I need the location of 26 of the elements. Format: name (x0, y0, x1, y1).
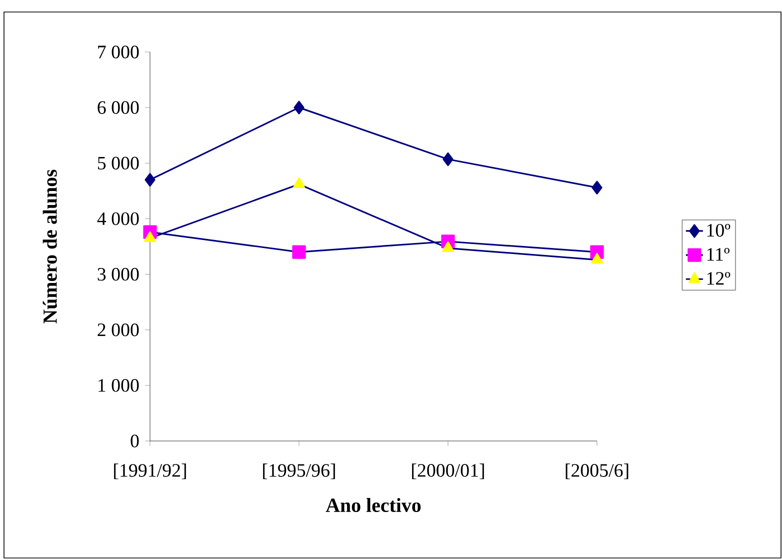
x-axis-title: Ano lectivo (326, 498, 421, 512)
x-tick-label: [1995/96] (263, 464, 335, 480)
point (292, 245, 306, 259)
legend-label: 12º (707, 272, 730, 285)
point (144, 231, 156, 242)
y-tick-label: 7 000 (98, 46, 139, 58)
point (592, 180, 602, 194)
y-tick-label: 5 000 (98, 156, 139, 170)
y-tick-label: 1 000 (98, 379, 139, 392)
point (294, 100, 304, 114)
y-tick-label: 3 000 (98, 268, 139, 281)
legend-label: 11º (707, 248, 730, 261)
y-tick-label: 4 000 (97, 212, 139, 226)
point (293, 177, 305, 188)
y-tick-label: 2 000 (98, 323, 139, 336)
x-tick-label: [1991/92] (114, 464, 186, 480)
y-tick-label: 6 000 (98, 101, 139, 114)
x-tick-label: [2000/01] (412, 464, 484, 480)
legend-label: 10º (707, 224, 730, 237)
point (144, 173, 156, 187)
x-tick-label: [2005/6] (566, 464, 628, 480)
point (442, 241, 454, 252)
y-tick-label: 0 (130, 434, 139, 448)
point (591, 253, 603, 264)
point (442, 152, 454, 166)
y-axis-title: Número de alunos (42, 170, 57, 324)
